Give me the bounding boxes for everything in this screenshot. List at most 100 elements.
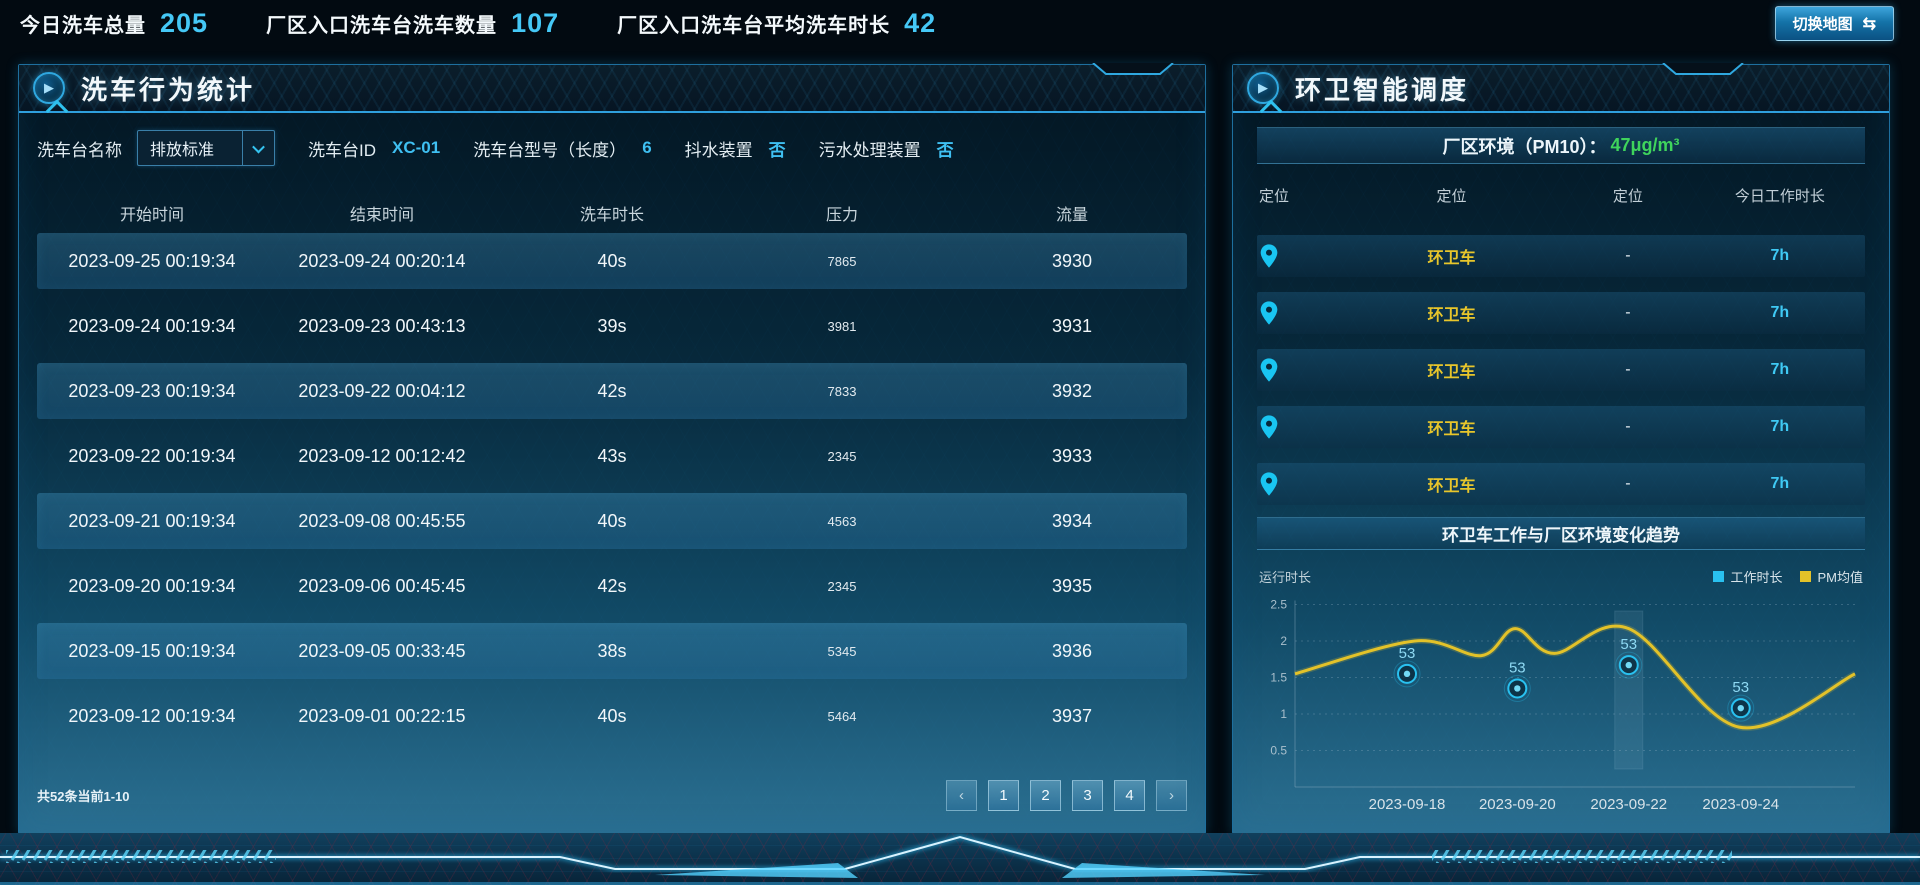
stat-label: 今日洗车总量 — [20, 14, 146, 37]
stat-entrance-count: 厂区入口洗车台洗车数量 107 — [266, 8, 559, 39]
play-icon: ▶ — [33, 72, 65, 104]
page-button-4[interactable]: 4 — [1114, 780, 1145, 811]
col-locate-3: 定位 — [1612, 188, 1643, 205]
svg-text:2: 2 — [1280, 634, 1287, 648]
svg-text:2023-09-22: 2023-09-22 — [1590, 796, 1667, 813]
legend-swatch-blue — [1713, 571, 1725, 582]
vehicle-row: 环卫车 - 7h — [1257, 463, 1865, 505]
stat-label: 厂区入口洗车台洗车数量 — [266, 14, 498, 37]
cell-duration: 38s — [597, 640, 627, 661]
panel-title: 洗车行为统计 — [81, 74, 256, 105]
panel-title: 环卫智能调度 — [1295, 74, 1470, 105]
legend-label: PM均值 — [1817, 570, 1863, 585]
vehicle-dash: - — [1625, 418, 1631, 435]
svg-text:2023-09-20: 2023-09-20 — [1479, 796, 1556, 813]
pagination-bar: 共52条当前1-10 ‹ 1 2 3 4 › — [37, 780, 1187, 811]
cell-duration: 42s — [597, 380, 627, 401]
trend-chart-title: 环卫车工作与厂区环境变化趋势 — [1257, 517, 1865, 550]
cell-start: 2023-09-23 00:19:34 — [68, 380, 236, 401]
table-row: 2023-09-15 00:19:34 2023-09-05 00:33:45 … — [37, 623, 1187, 679]
map-pin-icon[interactable] — [1259, 471, 1279, 497]
map-pin-icon[interactable] — [1259, 414, 1279, 440]
pm10-status-bar: 厂区环境（PM10）： 47μg/m³ — [1257, 127, 1865, 164]
vehicle-name: 环卫车 — [1427, 307, 1476, 324]
next-page-button[interactable]: › — [1156, 780, 1187, 811]
vehicle-table-body: 环卫车 - 7h 环卫车 - 7h 环卫车 - 7h 环卫车 - 7h 环卫车 … — [1257, 235, 1865, 520]
table-row: 2023-09-24 00:19:34 2023-09-23 00:43:13 … — [37, 298, 1187, 354]
page-button-2[interactable]: 2 — [1030, 780, 1061, 811]
play-icon: ▶ — [1247, 72, 1279, 104]
table-row: 2023-09-25 00:19:34 2023-09-24 00:20:14 … — [37, 233, 1187, 289]
vehicle-row: 环卫车 - 7h — [1257, 235, 1865, 277]
cell-duration: 40s — [597, 705, 627, 726]
field-label: 抖水装置 — [684, 140, 753, 160]
panel-notch-decoration — [1092, 63, 1174, 75]
vehicle-hours: 7h — [1770, 475, 1790, 492]
cell-end: 2023-09-06 00:45:45 — [298, 575, 466, 596]
vehicle-hours: 7h — [1770, 247, 1790, 264]
cell-flow: 3930 — [1051, 250, 1093, 271]
field-label: 洗车台ID — [308, 140, 376, 160]
col-today-hours: 今日工作时长 — [1734, 188, 1825, 205]
cell-pressure: 5345 — [827, 643, 857, 659]
cell-pressure: 2345 — [827, 448, 857, 464]
cell-duration: 39s — [597, 315, 627, 336]
svg-text:2.5: 2.5 — [1270, 598, 1287, 612]
legend-label: 工作时长 — [1730, 570, 1783, 585]
chart-legend: 工作时长 PM均值 — [1713, 567, 1863, 586]
station-name-select[interactable]: 排放标准 — [137, 130, 275, 166]
cell-start: 2023-09-20 00:19:34 — [68, 575, 236, 596]
footer-decoration — [0, 833, 1920, 885]
map-pin-icon[interactable] — [1259, 300, 1279, 326]
map-pin-icon[interactable] — [1259, 357, 1279, 383]
map-pin-icon[interactable] — [1259, 243, 1279, 269]
field-value: XC-01 — [392, 138, 441, 157]
col-locate-2: 定位 — [1436, 188, 1467, 205]
station-name-label: 洗车台名称 — [37, 140, 122, 160]
cell-pressure: 4563 — [827, 513, 857, 529]
cell-flow: 3931 — [1051, 315, 1093, 336]
svg-text:1.5: 1.5 — [1270, 671, 1287, 685]
switch-map-label: 切换地图 — [1792, 16, 1853, 33]
svg-text:1: 1 — [1280, 707, 1287, 721]
cell-pressure: 7865 — [827, 253, 857, 269]
svg-text:53: 53 — [1509, 659, 1526, 676]
svg-text:0.5: 0.5 — [1270, 744, 1287, 758]
vehicle-name: 环卫车 — [1427, 364, 1476, 381]
page-button-3[interactable]: 3 — [1072, 780, 1103, 811]
table-row: 2023-09-22 00:19:34 2023-09-12 00:12:42 … — [37, 428, 1187, 484]
vehicle-row: 环卫车 - 7h — [1257, 406, 1865, 448]
wash-table-header: 开始时间 结束时间 洗车时长 压力 流量 — [37, 201, 1187, 225]
cell-pressure: 7833 — [827, 383, 857, 399]
col-duration: 洗车时长 — [579, 207, 644, 224]
cell-end: 2023-09-23 00:43:13 — [298, 315, 466, 336]
cell-flow: 3933 — [1051, 445, 1093, 466]
col-start-time: 开始时间 — [119, 207, 184, 224]
filter-bar: 洗车台名称 排放标准 洗车台ID XC-01 洗车台型号（长度） 6 抖水装置 … — [37, 129, 1189, 167]
panel-notch-decoration — [1662, 63, 1744, 75]
cell-duration: 43s — [597, 445, 627, 466]
page-button-1[interactable]: 1 — [988, 780, 1019, 811]
vehicle-hours: 7h — [1770, 304, 1790, 321]
sanitation-dispatch-panel: ▶ 环卫智能调度 厂区环境（PM10）： 47μg/m³ 定位 定位 定位 今日… — [1232, 63, 1890, 834]
legend-work-hours: 工作时长 — [1713, 567, 1782, 586]
cell-end: 2023-09-12 00:12:42 — [298, 445, 466, 466]
cell-duration: 40s — [597, 510, 627, 531]
cell-end: 2023-09-08 00:45:55 — [298, 510, 466, 531]
wash-stats-header: ▶ 洗车行为统计 — [19, 65, 1205, 113]
cell-flow: 3934 — [1051, 510, 1093, 531]
prev-page-button[interactable]: ‹ — [946, 780, 977, 811]
vehicle-name: 环卫车 — [1427, 478, 1476, 495]
svg-text:53: 53 — [1620, 636, 1637, 653]
y-axis-title: 运行时长 — [1259, 570, 1312, 585]
wash-table-body: 2023-09-25 00:19:34 2023-09-24 00:20:14 … — [37, 233, 1187, 753]
cell-flow: 3932 — [1051, 380, 1093, 401]
vehicle-table-header: 定位 定位 定位 今日工作时长 — [1257, 185, 1865, 206]
switch-map-button[interactable]: 切换地图 ⇆ — [1774, 6, 1894, 41]
stat-total-washes: 今日洗车总量 205 — [20, 8, 208, 39]
cell-duration: 40s — [597, 250, 627, 271]
svg-text:53: 53 — [1732, 679, 1749, 696]
cell-pressure: 5464 — [827, 708, 857, 724]
footer-deco-svg — [0, 834, 1920, 885]
col-locate-1: 定位 — [1259, 188, 1290, 205]
